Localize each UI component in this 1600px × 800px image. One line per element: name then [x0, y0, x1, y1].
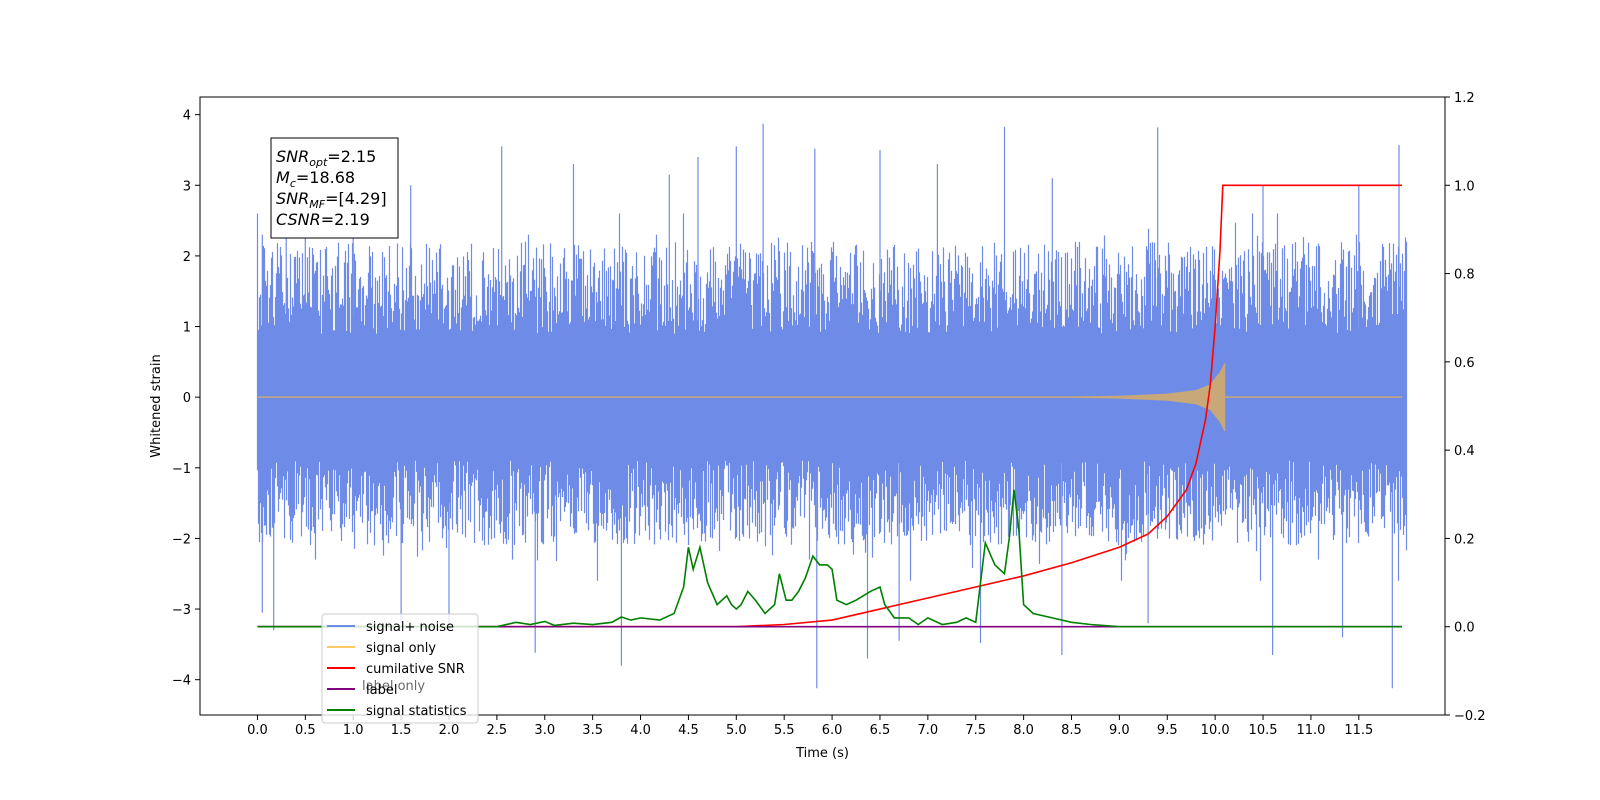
- series-signal-statistics: [257, 489, 1402, 628]
- y2-tick-label: 1.0: [1454, 179, 1475, 194]
- x-tick-label: 0.5: [295, 723, 316, 738]
- annotation-value: =2.19: [321, 210, 370, 229]
- annotation-line: SNRopt=2.15: [276, 147, 376, 169]
- annotation-value: =18.68: [296, 168, 355, 187]
- annotation-symbol: M: [276, 168, 290, 187]
- x-tick-label: 3.5: [582, 723, 603, 738]
- plot-area: [256, 123, 1408, 689]
- y-tick-label: −2: [172, 532, 191, 547]
- x-tick-label: 6.5: [870, 723, 891, 738]
- y2-tick-label: 0.8: [1454, 268, 1475, 283]
- legend: label only signal+ noise signal only cumila…: [321, 613, 479, 724]
- y2-tick-label: 0.2: [1454, 532, 1475, 547]
- x-axis-label: Time (s): [795, 746, 849, 761]
- series-cumilative-snr: [257, 184, 1402, 628]
- x-tick-label: 3.0: [534, 723, 555, 738]
- legend-label: signal statistics: [366, 704, 467, 719]
- x-tick-label: 4.0: [630, 723, 651, 738]
- y-tick-label: −4: [172, 674, 191, 689]
- x-tick-label: 7.5: [965, 723, 986, 738]
- x-tick-label: 7.0: [918, 723, 939, 738]
- annotation-value: =[4.29]: [325, 189, 387, 208]
- x-tick-label: 11.5: [1344, 723, 1373, 738]
- signal-chirp: [1071, 363, 1226, 432]
- x-tick-label: 5.5: [774, 723, 795, 738]
- annotation-subscript: opt: [309, 156, 328, 169]
- x-tick-label: 8.0: [1013, 723, 1034, 738]
- x-tick-label: 10.5: [1249, 723, 1278, 738]
- legend-label: signal+ noise: [366, 620, 454, 635]
- line-cumilative-snr: [257, 184, 1402, 628]
- y-tick-label: −1: [172, 462, 191, 477]
- annotation-symbol: CSNR: [276, 210, 321, 229]
- legend-ghost-text: label only: [362, 679, 425, 694]
- x-tick-label: 5.0: [726, 723, 747, 738]
- legend-label: signal only: [366, 641, 436, 656]
- plot-frame: [199, 96, 1446, 716]
- y2-tick-label: −0.2: [1454, 709, 1486, 724]
- y-tick-label: 2: [183, 250, 191, 265]
- x-axis: 0.0 0.5 1.0 1.5 2.0 2.5 3.0 3.5 4.0 4.5 5.0 5.5 6.0 6…: [247, 715, 1373, 738]
- x-tick-label: 2.0: [439, 723, 460, 738]
- x-tick-label: 10.0: [1201, 723, 1230, 738]
- x-tick-label: 4.5: [678, 723, 699, 738]
- y-tick-label: 3: [183, 179, 191, 194]
- x-tick-label: 2.5: [487, 723, 508, 738]
- y2-tick-label: 1.2: [1454, 91, 1475, 106]
- annotation-value: =2.15: [327, 147, 376, 166]
- annotation-subscript: c: [290, 177, 296, 190]
- y-axis-right: 1.2 1.0 0.8 0.6 0.4 0.2 0.0 −0.2: [1445, 91, 1486, 724]
- y-axis-label: Whitened strain: [149, 354, 164, 457]
- x-tick-label: 0.0: [247, 723, 268, 738]
- series-signal-noise: [256, 123, 1408, 689]
- x-tick-label: 1.5: [391, 723, 412, 738]
- x-tick-label: 1.0: [343, 723, 364, 738]
- annotation-line: SNRMF=[4.29]: [276, 189, 387, 211]
- annotation-line: Mc=18.68: [276, 168, 355, 190]
- y-axis-left: 4 3 2 1 0 −1 −2 −3 −4: [172, 109, 200, 689]
- y2-tick-label: 0.4: [1454, 444, 1475, 459]
- annotation-symbol: SNR: [276, 147, 309, 166]
- annotation-line: CSNR=2.19: [276, 210, 370, 229]
- annotation-symbol: SNR: [276, 189, 309, 208]
- legend-label: label: [366, 683, 397, 698]
- x-tick-label: 9.0: [1109, 723, 1130, 738]
- line-signal-statistics: [257, 489, 1402, 628]
- y-tick-label: 4: [183, 109, 191, 124]
- legend-frame: [321, 613, 479, 724]
- y-tick-label: −3: [172, 603, 191, 618]
- y2-tick-label: 0.0: [1454, 621, 1475, 636]
- x-tick-label: 8.5: [1061, 723, 1082, 738]
- y2-tick-label: 0.6: [1454, 356, 1475, 371]
- y-tick-label: 0: [183, 391, 191, 406]
- series-signal-only: [257, 363, 1402, 432]
- x-tick-label: 11.0: [1296, 723, 1325, 738]
- annotation-subscript: MF: [309, 198, 325, 211]
- annotation-frame: [270, 137, 399, 239]
- legend-label: cumilative SNR: [366, 662, 465, 677]
- y-tick-label: 1: [183, 321, 191, 336]
- x-tick-label: 6.0: [822, 723, 843, 738]
- x-tick-label: 9.5: [1157, 723, 1178, 738]
- noise-trace: [256, 123, 1408, 689]
